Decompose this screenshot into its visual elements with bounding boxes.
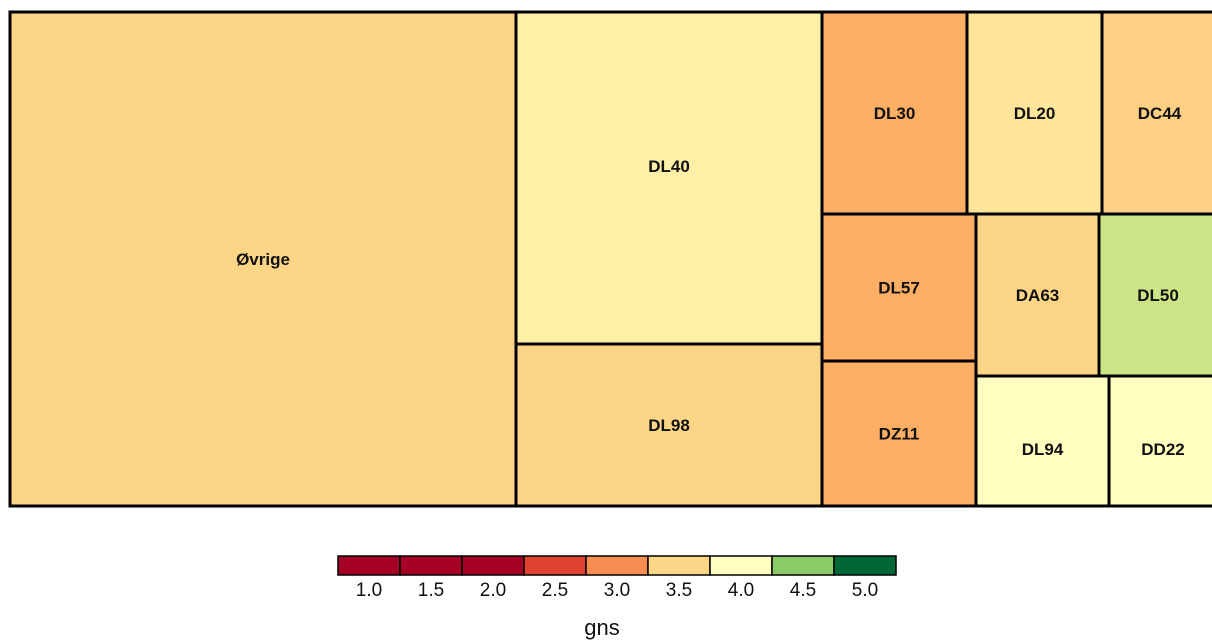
legend-swatch — [523, 555, 587, 576]
tile-da63: DA63 — [974, 212, 1101, 378]
tile-label-dc44: DC44 — [1138, 104, 1182, 123]
tile-label-dl98: DL98 — [648, 416, 690, 435]
tile-dc44: DC44 — [1100, 10, 1212, 216]
treemap-tiles: Øvrige DL40 DL98 DL30 DL20 DC44 DL57 DA63 DL50 DZ… — [8, 10, 1212, 508]
tile-label-dl30: DL30 — [874, 104, 916, 123]
tile-dl98: DL98 — [514, 342, 824, 508]
tile-dl40: DL40 — [514, 10, 824, 346]
tile-rect-dl50 — [1097, 212, 1212, 378]
tile-rect-dl98 — [514, 342, 824, 508]
legend-swatch — [337, 555, 401, 576]
tile-rect-dd22 — [1107, 374, 1212, 508]
legend-tick-label: 2.0 — [480, 580, 506, 601]
legend-tick-label: 3.0 — [604, 580, 630, 601]
legend-swatch — [585, 555, 649, 576]
tile-rect-dl40 — [514, 10, 824, 346]
tile-dl57: DL57 — [820, 212, 978, 363]
tile-rect-dz11 — [820, 359, 978, 508]
tile-rect-dc44 — [1100, 10, 1212, 216]
legend-tick-label: 4.0 — [728, 580, 754, 601]
tile-dl50: DL50 — [1097, 212, 1212, 378]
color-legend: 1.0 1.5 2.0 2.5 3.0 3.5 4.0 4.5 5.0 gns — [337, 555, 897, 640]
legend-tick-label: 5.0 — [852, 580, 878, 601]
legend-swatch — [647, 555, 711, 576]
legend-swatch — [771, 555, 835, 576]
legend-tick-label: 3.5 — [666, 580, 692, 601]
tile-label-vrige: Øvrige — [236, 250, 290, 269]
legend-title: gns — [584, 615, 619, 640]
tile-rect-dl30 — [820, 10, 969, 216]
tile-dl20: DL20 — [965, 10, 1104, 216]
tile-label-dl50: DL50 — [1137, 286, 1179, 305]
legend-ticks: 1.0 1.5 2.0 2.5 3.0 3.5 4.0 4.5 5.0 — [356, 580, 878, 601]
legend-tick-label: 1.0 — [356, 580, 382, 601]
tile-label-dd22: DD22 — [1141, 440, 1184, 459]
tile-dl30: DL30 — [820, 10, 969, 216]
legend-tick-label: 1.5 — [418, 580, 444, 601]
legend-tick-label: 2.5 — [542, 580, 568, 601]
tile-label-dl20: DL20 — [1014, 104, 1056, 123]
tile-rect-vrige — [8, 10, 518, 508]
tile-label-dl94: DL94 — [1022, 440, 1064, 459]
legend-swatch — [461, 555, 525, 576]
legend-swatch — [399, 555, 463, 576]
tile-vrige: Øvrige — [8, 10, 518, 508]
tile-label-dl40: DL40 — [648, 157, 690, 176]
legend-swatches — [337, 555, 897, 576]
tile-label-da63: DA63 — [1016, 286, 1059, 305]
tile-dd22: DD22 — [1107, 374, 1212, 508]
legend-swatch — [709, 555, 773, 576]
tile-dl94: DL94 — [974, 374, 1111, 508]
legend-swatch — [833, 555, 897, 576]
tile-rect-dl94 — [974, 374, 1111, 508]
legend-tick-label: 4.5 — [790, 580, 816, 601]
tile-dz11: DZ11 — [820, 359, 978, 508]
tile-rect-da63 — [974, 212, 1101, 378]
tile-label-dz11: DZ11 — [879, 425, 920, 444]
tile-label-dl57: DL57 — [878, 279, 920, 298]
